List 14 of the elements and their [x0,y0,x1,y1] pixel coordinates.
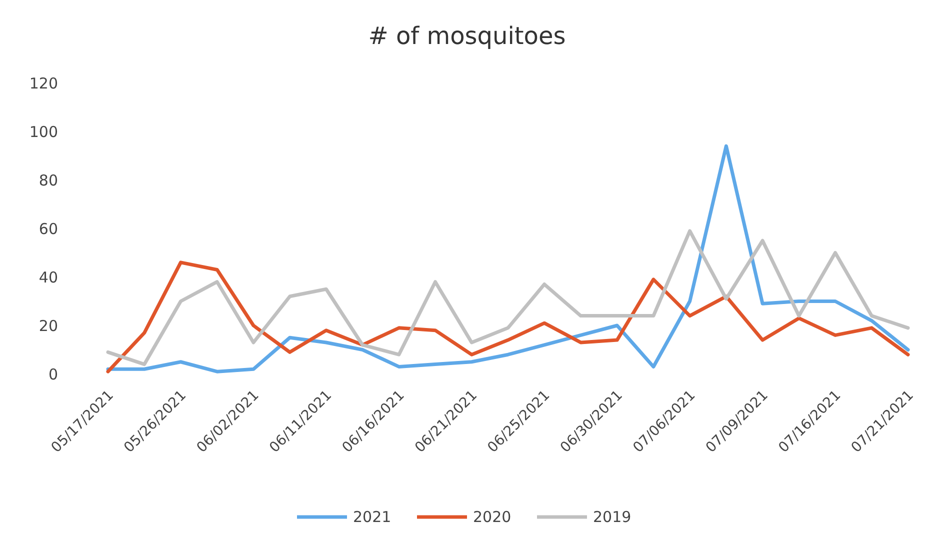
line-series [106,144,910,374]
legend-label: 2020 [473,508,512,526]
y-tick-label: 80 [38,171,58,190]
legend-label: 2021 [353,508,392,526]
y-tick-label: 60 [38,220,58,238]
line-series [106,260,910,374]
line-series [106,229,910,366]
y-tick-label: 120 [29,74,58,92]
chart-title: # of mosquitoes [368,22,566,50]
y-tick-label: 20 [38,316,58,335]
legend-label: 2019 [593,508,632,526]
y-tick-label: 40 [38,268,58,286]
y-tick-label: 0 [48,365,58,384]
y-tick-label: 100 [29,122,58,141]
